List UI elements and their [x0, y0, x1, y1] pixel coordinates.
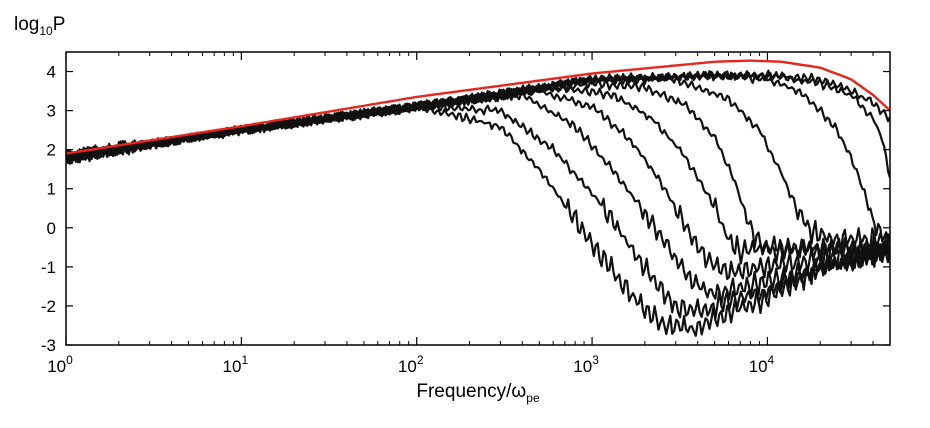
x-tick-label: 100 — [47, 353, 73, 376]
y-tick-label: 3 — [47, 102, 56, 121]
spectrum-line-3 — [66, 90, 890, 306]
x-tick-label: 101 — [223, 353, 249, 376]
y-tick-label: 1 — [47, 180, 56, 199]
x-axis-label-main: Frequency/ω — [416, 381, 526, 402]
x-tick-label: 102 — [398, 353, 424, 376]
x-tick-label: 104 — [749, 353, 775, 376]
plot-frame — [65, 51, 891, 346]
spectrum-line-9 — [66, 70, 890, 179]
series-layer — [66, 59, 890, 337]
x-tick-label: 103 — [573, 353, 599, 376]
x-axis-label-sub: pe — [526, 391, 540, 405]
reference-envelope-line — [66, 59, 890, 155]
spectrum-line-10 — [66, 69, 890, 161]
y-tick-label: 2 — [47, 141, 56, 160]
y-tick-label: -1 — [41, 258, 56, 277]
y-axis-label-sub: 10 — [39, 24, 53, 38]
spectrum-line-7 — [66, 73, 890, 253]
y-axis-label: log10P — [14, 14, 65, 38]
y-axis-label-main: log — [14, 14, 39, 35]
y-tick-label: -2 — [41, 297, 56, 316]
y-axis-label-tail: P — [53, 14, 66, 35]
x-axis-label: Frequency/ωpe — [416, 381, 540, 405]
spectrum-line-6 — [66, 78, 890, 264]
spectrum-line-4 — [66, 87, 890, 280]
y-tick-label: 0 — [47, 219, 56, 238]
y-tick-label: 4 — [47, 63, 56, 82]
y-tick-label: -3 — [41, 336, 56, 355]
